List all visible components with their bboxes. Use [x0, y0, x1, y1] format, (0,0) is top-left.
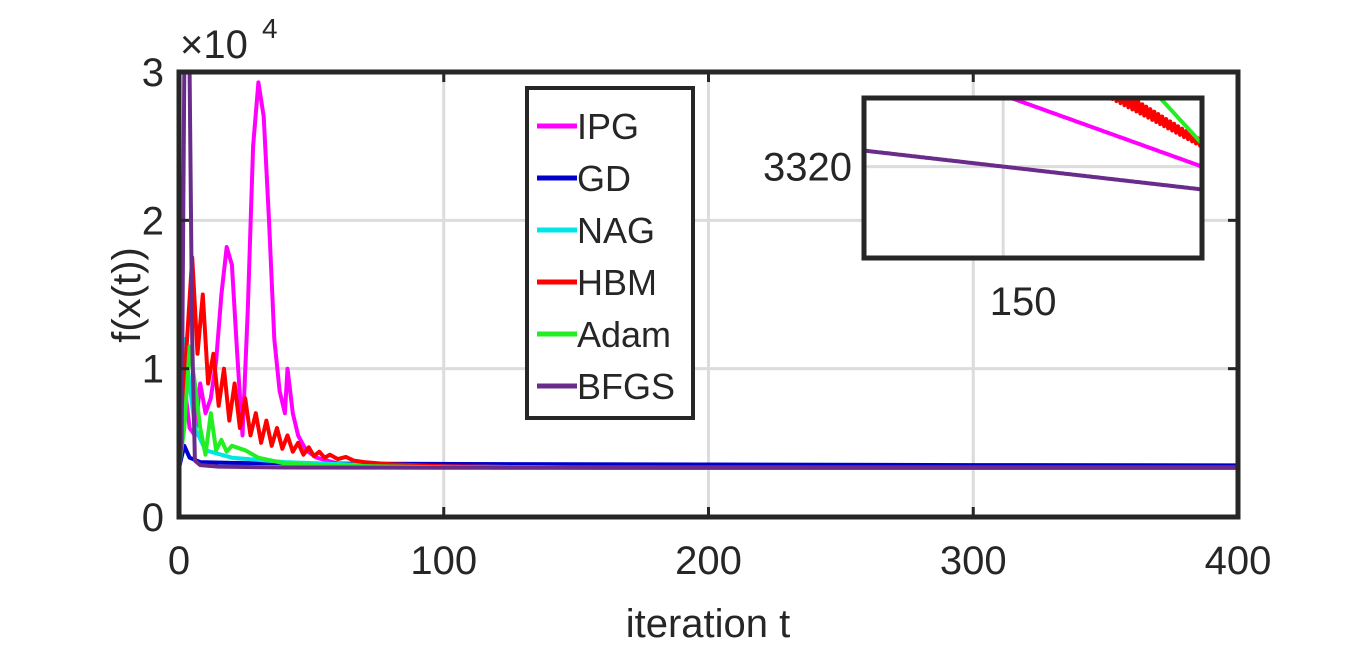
series-line-hbm — [179, 255, 1238, 470]
legend-label-nag: NAG — [577, 210, 655, 251]
inset-frame — [861, 95, 1205, 261]
y-tick-label: 2 — [142, 199, 164, 243]
x-tick-label: 400 — [1205, 539, 1272, 583]
legend-label-bfgs: BFGS — [577, 366, 675, 407]
inset-series-layer — [864, 98, 1202, 192]
x-axis-label: iteration t — [626, 602, 791, 646]
x-tick-label: 300 — [940, 539, 1007, 583]
ticks: 0 100 200 300 400 0 1 2 3 — [142, 51, 1272, 583]
series-layer — [179, 72, 1238, 470]
y-tick-label: 0 — [142, 496, 164, 540]
inset-y-tick-label: 3320 — [763, 146, 852, 190]
x-tick-label: 0 — [168, 539, 190, 583]
inset-background — [864, 98, 1202, 258]
legend-label-ipg: IPG — [577, 106, 639, 147]
series-line-bfgs — [179, 72, 1238, 470]
y-exponent-label: ×10 — [180, 23, 248, 67]
inset-line-bfgs — [864, 148, 1202, 192]
y-tick-label: 1 — [142, 348, 164, 392]
inset-line-hbm — [1106, 98, 1202, 148]
y-exponent-power: 4 — [262, 13, 278, 44]
legend-label-hbm: HBM — [577, 262, 657, 303]
legend-box — [525, 86, 695, 420]
legend-label-gd: GD — [577, 158, 631, 199]
series-line-gd — [179, 443, 1238, 469]
y-axis-label: f(x(t)) — [105, 247, 149, 343]
inset-line-ipg — [1005, 98, 1202, 169]
inset-x-tick-label: 150 — [990, 280, 1057, 324]
series-line-ipg — [179, 80, 1238, 470]
x-tick-label: 200 — [675, 539, 742, 583]
y-tick-label: 3 — [142, 51, 164, 95]
x-tick-label: 100 — [410, 539, 477, 583]
legend: IPG GD NAG HBM Adam BFGS — [525, 86, 695, 420]
inset-zoom: 150 3320 — [763, 95, 1205, 324]
legend-label-adam: Adam — [577, 314, 671, 355]
